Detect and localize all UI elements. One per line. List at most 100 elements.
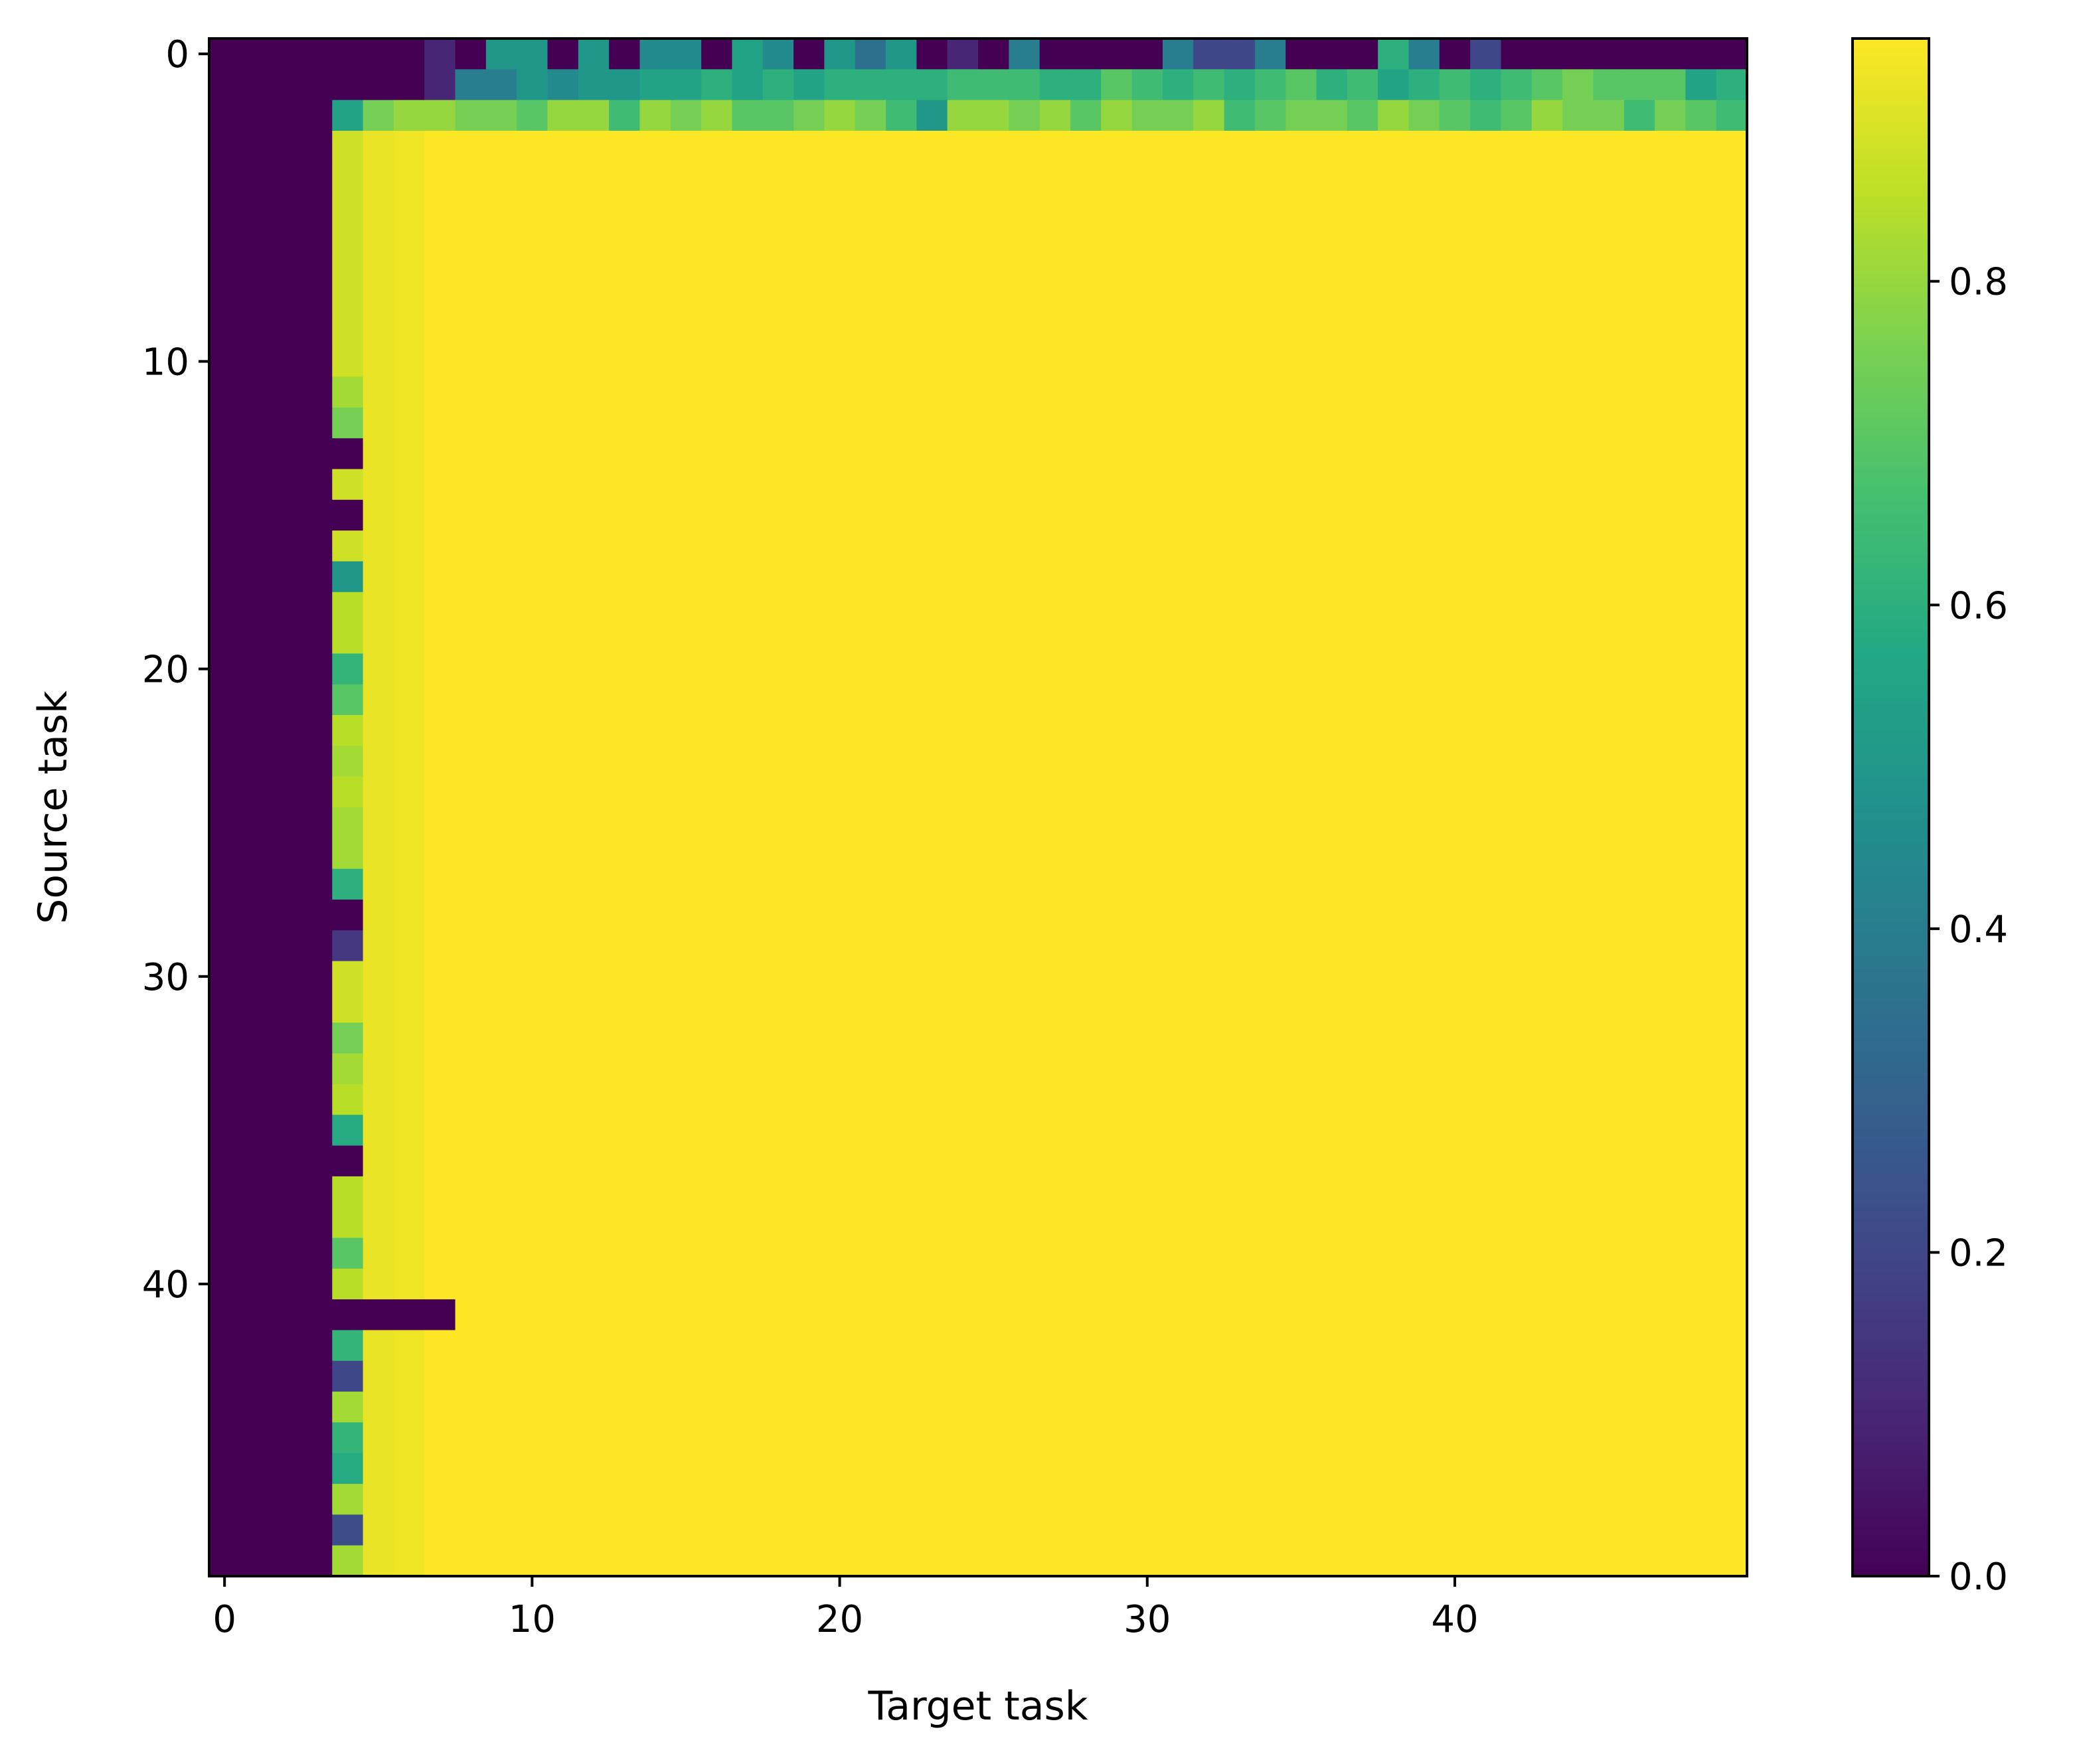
heatmap-cell [1224, 684, 1256, 716]
heatmap-cell [1162, 776, 1194, 808]
heatmap-cell [701, 1330, 733, 1362]
heatmap-cell [916, 1176, 948, 1208]
heatmap-cell [209, 499, 240, 531]
heatmap-cell [1286, 868, 1317, 900]
heatmap-cell [824, 868, 856, 900]
heatmap-cell [301, 284, 333, 316]
heatmap-cell [301, 1083, 333, 1115]
heatmap-cell [1101, 315, 1133, 347]
heatmap-cell [517, 376, 548, 408]
heatmap-cell [732, 1422, 764, 1454]
heatmap-cell [1378, 1330, 1410, 1362]
heatmap-cell [1131, 746, 1163, 777]
heatmap-cell [424, 346, 456, 378]
heatmap-cell [1039, 469, 1071, 501]
heatmap-cell [855, 899, 886, 931]
heatmap-cell [393, 315, 425, 347]
heatmap-cell [1039, 746, 1071, 777]
heatmap-cell [1593, 222, 1625, 254]
heatmap-cell [1716, 623, 1748, 654]
heatmap-cell [578, 284, 610, 316]
heatmap-cell [517, 1268, 548, 1300]
heatmap-cell [517, 715, 548, 746]
heatmap-cell [855, 1145, 886, 1177]
heatmap-cell [1593, 130, 1625, 162]
heatmap-cell [1316, 100, 1348, 131]
heatmap-cell [762, 1360, 794, 1392]
heatmap-cell [1224, 899, 1256, 931]
heatmap-cell [732, 69, 764, 101]
heatmap-cell [1286, 438, 1317, 470]
heatmap-cell [1009, 899, 1040, 931]
heatmap-cell [455, 100, 487, 131]
heatmap-cell [947, 346, 979, 378]
heatmap-cell [1439, 192, 1471, 224]
heatmap-cell [762, 715, 794, 746]
heatmap-cell [301, 1422, 333, 1454]
heatmap-cell [1623, 899, 1655, 931]
heatmap-cell [1131, 376, 1163, 408]
heatmap-cell [1286, 961, 1317, 993]
heatmap-cell [363, 1176, 394, 1208]
heatmap-cell [670, 1053, 702, 1085]
heatmap-cell [301, 623, 333, 654]
heatmap-cell [886, 530, 917, 562]
heatmap-cell [670, 776, 702, 808]
heatmap-cell [639, 1422, 671, 1454]
heatmap-cell [1501, 930, 1533, 962]
heatmap-cell [270, 807, 302, 839]
heatmap-cell [732, 561, 764, 593]
heatmap-cell [824, 653, 856, 685]
heatmap-cell [916, 254, 948, 285]
heatmap-cell [332, 469, 364, 501]
heatmap-cell [1655, 1453, 1686, 1484]
heatmap-cell [1501, 1053, 1533, 1085]
heatmap-cell [1039, 1115, 1071, 1147]
heatmap-cell [1039, 130, 1071, 162]
heatmap-cell [1685, 69, 1717, 101]
heatmap-cell [732, 469, 764, 501]
heatmap-cell [1162, 1453, 1194, 1484]
heatmap-cell [1286, 346, 1317, 378]
heatmap-cell [824, 776, 856, 808]
heatmap-cell [793, 1299, 825, 1331]
heatmap-cell [1286, 1115, 1317, 1147]
heatmap-cell [240, 407, 272, 439]
heatmap-cell [1716, 868, 1748, 900]
heatmap-cell [1316, 1022, 1348, 1054]
heatmap-cell [855, 192, 886, 224]
heatmap-cell [1593, 623, 1625, 654]
heatmap-cell [947, 69, 979, 101]
heatmap-cell [855, 991, 886, 1023]
heatmap-cell [1623, 1083, 1655, 1115]
heatmap-cell [1162, 899, 1194, 931]
heatmap-cell [485, 715, 517, 746]
heatmap-cell [1501, 746, 1533, 777]
heatmap-cell [639, 868, 671, 900]
heatmap-cell [578, 315, 610, 347]
heatmap-cell [1439, 69, 1471, 101]
heatmap-cell [1593, 407, 1625, 439]
heatmap-cell [1439, 1115, 1471, 1147]
heatmap-cell [1193, 100, 1225, 131]
heatmap-cell [1254, 315, 1286, 347]
heatmap-cell [1716, 1238, 1748, 1269]
heatmap-cell [270, 376, 302, 408]
heatmap-cell [916, 1053, 948, 1085]
heatmap-cell [1408, 838, 1440, 870]
heatmap-cell [455, 438, 487, 470]
heatmap-cell [701, 715, 733, 746]
heatmap-cell [670, 715, 702, 746]
heatmap-cell [547, 130, 579, 162]
heatmap-cell [1593, 1299, 1625, 1331]
heatmap-cell [824, 838, 856, 870]
heatmap-cell [1439, 1083, 1471, 1115]
heatmap-cell [1224, 346, 1256, 378]
heatmap-cell [1224, 130, 1256, 162]
heatmap-cell [1286, 284, 1317, 316]
heatmap-cell [701, 1268, 733, 1300]
heatmap-cell [762, 899, 794, 931]
heatmap-cell [1655, 561, 1686, 593]
heatmap-cell [1623, 1484, 1655, 1515]
